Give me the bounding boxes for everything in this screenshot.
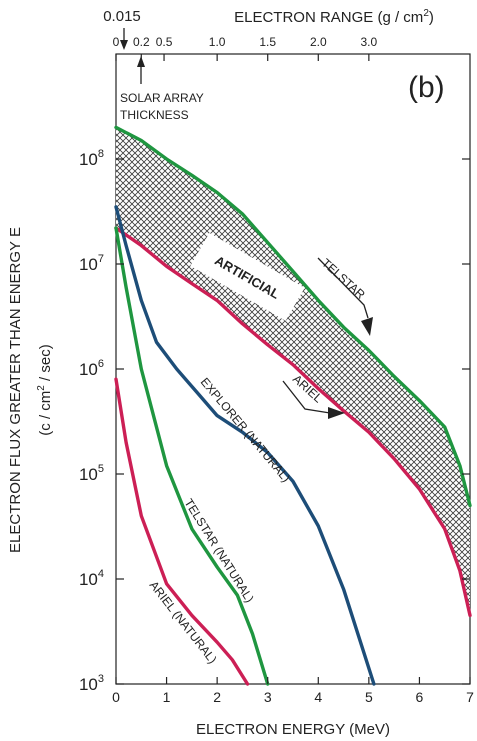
x-axis-label: ELECTRON ENERGY (MeV) [196, 721, 390, 738]
y-axis-unit: (c / cm2 / sec) [36, 344, 54, 435]
top-marker-label: 0.015 [103, 8, 141, 25]
telstar-annotation: TELSTAR [319, 256, 368, 302]
series-line-ariel-natural [114, 377, 250, 686]
y-tick-label: 105 [79, 463, 104, 484]
x-tick-label: 5 [365, 689, 373, 705]
series-line-ariel [114, 226, 472, 618]
y-tick-label: 104 [79, 568, 104, 589]
tick-group: 0 1 2 3 4 5 6 7 103 104 105 106 107 108 0 0.2 0.5 1.0 1.5 2… [79, 35, 474, 705]
x-tick-label: 2 [213, 689, 221, 705]
top-tick-label: 0.2 [133, 35, 150, 49]
series-line-explorer-natural [114, 205, 376, 686]
y-tick-label: 106 [79, 358, 104, 379]
x-tick-label: 1 [163, 689, 171, 705]
x-tick-label: 3 [264, 689, 272, 705]
top-tick-label: 3.0 [361, 35, 378, 49]
solar-array-label-1: SOLAR ARRAY [120, 91, 204, 105]
y-axis-label: ELECTRON FLUX GREATER THAN ENERGY E [7, 227, 24, 553]
artificial-band [116, 127, 470, 616]
x-tick-label: 4 [314, 689, 322, 705]
solar-array-label-2: THICKNESS [120, 108, 189, 122]
series-line-telstar [114, 125, 472, 508]
y-tick-label: 103 [79, 673, 104, 694]
top-marker-arrow [120, 28, 128, 50]
top-axis-label: ELECTRON RANGE (g / cm2) [234, 8, 434, 26]
ariel-pointer [282, 380, 345, 419]
top-tick-label: 1.5 [259, 35, 276, 49]
telstar-natural-label: TELSTAR (NATURAL) [181, 496, 256, 605]
top-tick-label: 0.5 [156, 35, 173, 49]
top-tick-label: 0 [113, 35, 120, 49]
y-tick-label: 108 [79, 148, 104, 169]
telstar-pointer [317, 257, 373, 336]
x-tick-label: 7 [466, 689, 474, 705]
top-tick-label: 2.0 [310, 35, 327, 49]
top-tick-label: 1.0 [209, 35, 226, 49]
y-tick-label: 107 [79, 253, 104, 274]
series-line-telstar-natural [114, 226, 270, 686]
x-tick-label: 0 [112, 689, 120, 705]
explorer-natural-label: EXPLORER (NATURAL) [198, 375, 293, 485]
series-group [114, 125, 472, 686]
panel-label: (b) [408, 71, 445, 104]
solar-array-arrow [137, 56, 145, 84]
ariel-natural-label: ARIEL (NATURAL) [147, 578, 220, 666]
x-tick-label: 6 [416, 689, 424, 705]
